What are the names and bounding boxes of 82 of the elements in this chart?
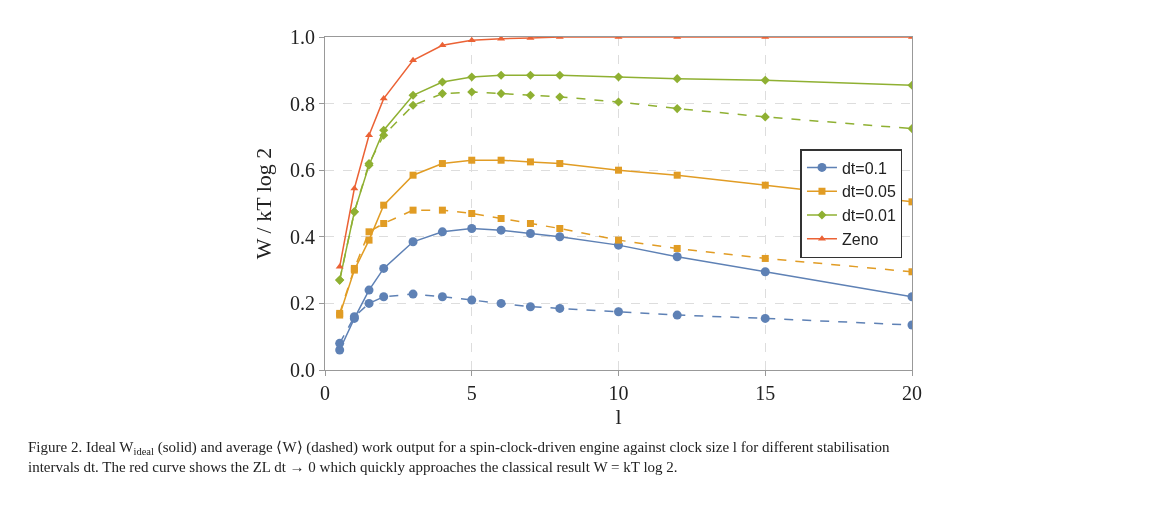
legend-label: dt=0.01 xyxy=(841,207,896,225)
point xyxy=(365,228,373,236)
point xyxy=(525,70,535,80)
point xyxy=(438,41,447,48)
x-tick-label: 10 xyxy=(608,382,629,404)
point xyxy=(365,236,373,244)
point xyxy=(526,158,534,166)
point xyxy=(438,160,446,168)
x-tick-label: 5 xyxy=(466,382,477,404)
point xyxy=(555,92,565,102)
x-tick-label: 15 xyxy=(755,382,776,404)
point xyxy=(613,97,624,107)
legend-label: dt=0.1 xyxy=(841,159,887,177)
point xyxy=(556,160,564,168)
y-tick-label: 0.2 xyxy=(290,292,315,315)
point xyxy=(438,206,446,214)
point xyxy=(409,56,418,63)
point xyxy=(613,72,624,82)
point xyxy=(467,72,477,82)
point xyxy=(496,70,506,80)
x-tick-label: 0 xyxy=(320,382,330,404)
point xyxy=(672,104,682,114)
point xyxy=(408,289,418,299)
point xyxy=(615,236,622,244)
point xyxy=(760,267,770,277)
point xyxy=(409,171,417,179)
point xyxy=(615,166,622,174)
point xyxy=(408,90,418,100)
point xyxy=(409,206,417,214)
point xyxy=(673,244,681,252)
point xyxy=(408,237,418,247)
point xyxy=(467,295,477,305)
legend-label: dt=0.05 xyxy=(841,183,896,201)
y-tick-label: 1.0 xyxy=(290,26,315,48)
y-axis-title: W / kT log 2 xyxy=(251,147,276,260)
point xyxy=(364,298,374,308)
point xyxy=(437,227,447,237)
point xyxy=(760,75,770,85)
y-tick-label: 0.6 xyxy=(290,159,315,182)
point xyxy=(497,156,505,164)
point xyxy=(526,219,534,227)
point xyxy=(525,90,535,100)
point xyxy=(555,303,565,313)
point xyxy=(467,87,477,97)
point xyxy=(672,310,682,320)
point xyxy=(760,112,770,122)
point xyxy=(760,313,770,323)
point xyxy=(437,77,447,87)
x-axis-title: l xyxy=(615,404,622,429)
point xyxy=(335,338,345,348)
x-tick-label: 20 xyxy=(902,382,922,404)
point xyxy=(380,219,388,227)
caption: Figure 2. Ideal W$_{ideal}$ (solid) and average ⟨W⟩ (dashed) work output for a spin-clock-driven engine against clock size l for different stabilisation intervals dt. The red curve shows the ZL dt → 0 which quickly approaches the classical result W = kT log 2. xyxy=(28,439,891,475)
point xyxy=(497,214,505,222)
point xyxy=(555,70,565,80)
point xyxy=(496,89,506,99)
point xyxy=(408,100,418,110)
point xyxy=(468,209,476,217)
point xyxy=(761,254,769,262)
point xyxy=(380,201,388,209)
point xyxy=(467,223,477,233)
point xyxy=(496,225,506,235)
point xyxy=(525,302,535,312)
point xyxy=(379,292,389,302)
point xyxy=(437,292,447,302)
point xyxy=(379,263,389,273)
point xyxy=(673,171,681,179)
point xyxy=(437,89,447,99)
point xyxy=(614,307,623,317)
point xyxy=(496,298,506,308)
point xyxy=(525,228,535,238)
y-tick-label: 0.8 xyxy=(290,92,315,115)
point xyxy=(556,224,564,232)
point xyxy=(761,181,769,189)
y-tick-label: 0.0 xyxy=(290,359,315,381)
point xyxy=(364,285,374,295)
point xyxy=(672,74,682,84)
point xyxy=(672,252,682,262)
y-tick-label: 0.4 xyxy=(290,225,315,248)
point xyxy=(555,232,565,242)
legend-label: Zeno xyxy=(841,231,879,249)
point xyxy=(468,156,476,164)
